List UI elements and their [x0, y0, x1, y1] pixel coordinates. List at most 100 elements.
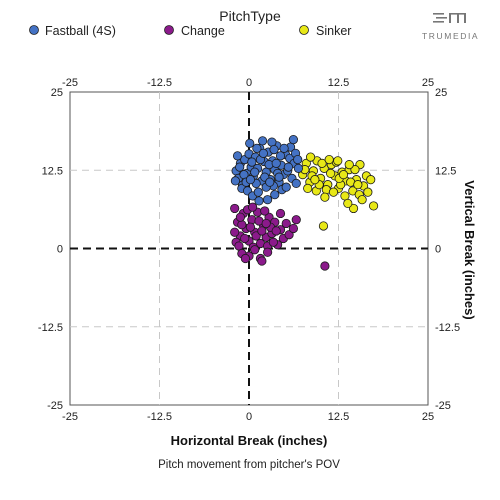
- point-change: [235, 212, 246, 222]
- point-fastball-4s: [258, 148, 268, 158]
- point-sinker: [353, 180, 363, 190]
- x-tick-label-bottom: 25: [422, 411, 434, 423]
- y-axis-title: Vertical Break (inches): [462, 180, 477, 319]
- point-sinker: [366, 175, 376, 185]
- point-change: [263, 247, 273, 257]
- point-sinker: [343, 198, 353, 209]
- point-change: [275, 208, 286, 219]
- trumedia-logo: TRUMEDIA: [422, 13, 479, 41]
- gridlines: [70, 92, 428, 405]
- point-sinker: [333, 156, 343, 166]
- x-axis-title: Horizontal Break (inches): [171, 433, 328, 448]
- legend-item-fastball[interactable]: Fastball (4S): [29, 24, 116, 38]
- point-fastball-4s: [275, 151, 286, 161]
- point-fastball-4s: [269, 144, 279, 155]
- point-fastball-4s: [253, 187, 263, 197]
- trumedia-logo-icon: [433, 13, 466, 23]
- point-fastball-4s: [254, 196, 264, 206]
- point-change: [240, 253, 251, 264]
- point-fastball-4s: [279, 143, 289, 153]
- point-sinker: [318, 221, 329, 231]
- legend: PitchType Fastball (4S) Change Sinker: [29, 8, 352, 38]
- point-sinker: [363, 187, 373, 197]
- point-fastball-4s: [245, 175, 256, 185]
- point-sinker: [317, 158, 327, 168]
- point-change: [240, 233, 250, 244]
- point-change: [250, 245, 260, 255]
- x-tick-label-top: 0: [246, 77, 252, 89]
- point-fastball-4s: [274, 172, 284, 182]
- legend-label-sinker: Sinker: [316, 24, 351, 38]
- point-change: [288, 223, 298, 234]
- point-fastball-4s: [288, 134, 298, 145]
- point-sinker: [348, 203, 359, 214]
- y-tick-label-right: 0: [435, 244, 441, 256]
- x-tick-label-top: 12.5: [328, 77, 349, 89]
- point-fastball-4s: [263, 195, 273, 205]
- x-tick-label-bottom: -25: [62, 411, 78, 423]
- legend-title: PitchType: [219, 8, 281, 24]
- point-fastball-4s: [293, 163, 304, 173]
- legend-item-sinker[interactable]: Sinker: [299, 24, 352, 38]
- legend-swatch-fastball: [29, 25, 39, 35]
- point-fastball-4s: [267, 137, 277, 147]
- point-fastball-4s: [281, 182, 291, 192]
- point-change: [271, 226, 281, 236]
- point-change: [260, 206, 270, 216]
- point-fastball-4s: [283, 162, 293, 172]
- point-change: [245, 222, 256, 232]
- point-fastball-4s: [291, 178, 301, 188]
- chart-subtitle: Pitch movement from pitcher's POV: [158, 459, 340, 471]
- point-fastball-4s: [271, 158, 281, 168]
- x-tick-label-top: -25: [62, 77, 78, 89]
- x-tick-label-top: 25: [422, 77, 434, 89]
- point-change: [230, 203, 240, 214]
- point-sinker: [338, 170, 349, 180]
- point-fastball-4s: [232, 151, 243, 161]
- point-sinker: [350, 165, 360, 175]
- point-sinker: [305, 152, 316, 162]
- data-points: [230, 134, 379, 271]
- point-change: [257, 226, 267, 236]
- point-change: [281, 218, 291, 229]
- point-sinker: [344, 160, 354, 170]
- point-sinker: [357, 195, 367, 205]
- point-change: [257, 256, 267, 266]
- y-tick-label-right: 12.5: [435, 165, 456, 177]
- y-tick-label-right: -12.5: [435, 322, 460, 334]
- x-tick-label-bottom: 12.5: [328, 411, 349, 423]
- point-fastball-4s: [252, 143, 262, 153]
- y-tick-label-right: -25: [435, 400, 451, 412]
- point-change: [320, 261, 330, 271]
- x-tick-label-bottom: -12.5: [147, 411, 172, 423]
- point-fastball-4s: [245, 138, 255, 148]
- point-fastball-4s: [235, 162, 245, 172]
- point-fastball-4s: [258, 136, 268, 146]
- point-change: [237, 220, 247, 230]
- point-fastball-4s: [230, 176, 240, 186]
- y-tick-label-left: 12.5: [42, 165, 63, 177]
- point-change: [291, 215, 301, 225]
- y-tick-label-left: -25: [47, 400, 63, 412]
- y-tick-label-left: -12.5: [38, 322, 63, 334]
- legend-swatch-sinker: [299, 25, 309, 35]
- point-sinker: [326, 168, 336, 178]
- point-sinker: [320, 192, 330, 202]
- legend-item-change[interactable]: Change: [164, 24, 225, 38]
- legend-label-change: Change: [181, 24, 225, 38]
- brand-name: TRUMEDIA: [422, 31, 479, 41]
- point-fastball-4s: [293, 155, 303, 165]
- x-tick-label-bottom: 0: [246, 411, 252, 423]
- point-sinker: [324, 155, 334, 165]
- point-fastball-4s: [250, 167, 260, 177]
- point-change: [251, 231, 261, 241]
- point-sinker: [328, 187, 339, 197]
- point-fastball-4s: [265, 177, 275, 187]
- y-tick-label-left: 25: [51, 87, 63, 99]
- point-fastball-4s: [270, 190, 280, 200]
- point-change: [284, 230, 294, 240]
- point-change: [247, 202, 258, 212]
- point-change: [261, 218, 271, 229]
